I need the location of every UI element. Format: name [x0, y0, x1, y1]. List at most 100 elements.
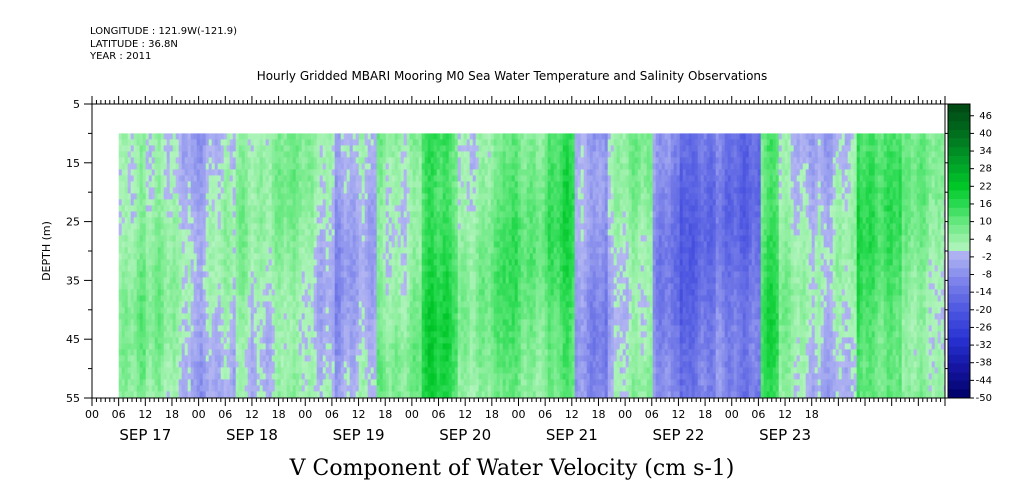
heat-cell [226, 187, 231, 194]
heat-cell [337, 349, 342, 356]
heat-cell [346, 187, 351, 194]
heat-cell [304, 307, 309, 314]
heat-cell [250, 295, 255, 302]
heat-cell [346, 169, 351, 176]
heat-cell [259, 331, 264, 338]
heat-cell [361, 319, 366, 326]
heat-cell [277, 301, 282, 308]
heat-cell [292, 175, 297, 182]
heat-cell [412, 391, 417, 398]
heat-cell [202, 199, 207, 206]
heat-cell [328, 331, 333, 338]
heat-cell [322, 241, 327, 248]
heat-cell [193, 373, 198, 380]
heat-cell [319, 385, 324, 392]
heat-cell [304, 181, 309, 188]
heat-cell [202, 181, 207, 188]
heat-cell [289, 259, 294, 266]
heat-cell [352, 211, 357, 218]
heat-cell [253, 349, 258, 356]
heat-cell [229, 247, 234, 254]
heat-cell [235, 331, 240, 338]
heat-cell [325, 331, 330, 338]
heat-cell [277, 367, 282, 374]
heat-cell [415, 229, 420, 236]
heat-cell [388, 337, 393, 344]
heat-cell [415, 283, 420, 290]
heat-cell [361, 211, 366, 218]
heat-cell [268, 343, 273, 350]
heat-cell [358, 349, 363, 356]
heat-cell [310, 145, 315, 152]
heat-cell [433, 319, 438, 326]
heat-cell [247, 367, 252, 374]
heat-cell [286, 259, 291, 266]
heat-cell [364, 355, 369, 362]
heat-cell [253, 337, 258, 344]
heat-cell [370, 271, 375, 278]
heat-cell [223, 259, 228, 266]
heat-cell [187, 301, 192, 308]
heat-cell [289, 367, 294, 374]
heat-cell [394, 247, 399, 254]
heat-cell [220, 247, 225, 254]
heat-cell [343, 145, 348, 152]
heat-cell [136, 139, 141, 146]
heat-cell [307, 187, 312, 194]
heat-cell [199, 145, 204, 152]
heat-cell [223, 385, 228, 392]
heat-cell [370, 199, 375, 206]
heat-cell [388, 151, 393, 158]
heat-cell [289, 235, 294, 242]
heat-cell [370, 181, 375, 188]
heat-cell [208, 193, 213, 200]
heat-cell [268, 391, 273, 398]
heat-cell [145, 277, 150, 284]
heat-cell [364, 373, 369, 380]
heat-cell [217, 331, 222, 338]
heat-cell [250, 343, 255, 350]
heat-cell [178, 217, 183, 224]
heat-cell [175, 229, 180, 236]
heat-cell [442, 217, 447, 224]
heat-cell [364, 145, 369, 152]
heat-cell [163, 391, 168, 398]
heat-cell [322, 253, 327, 260]
heat-cell [346, 223, 351, 230]
heat-cell [412, 133, 417, 140]
heat-cell [316, 313, 321, 320]
heat-cell [355, 163, 360, 170]
heat-cell [430, 271, 435, 278]
heat-cell [193, 331, 198, 338]
heat-cell [307, 295, 312, 302]
heat-cell [304, 175, 309, 182]
heat-cell [292, 277, 297, 284]
heat-cell [367, 307, 372, 314]
heat-cell [139, 241, 144, 248]
heat-cell [430, 259, 435, 266]
heat-cell [136, 391, 141, 398]
heat-cell [193, 325, 198, 332]
heat-cell [385, 175, 390, 182]
heat-cell [424, 211, 429, 218]
heat-cell [175, 205, 180, 212]
heat-cell [268, 307, 273, 314]
heat-cell [157, 229, 162, 236]
heat-cell [442, 319, 447, 326]
heat-cell [226, 271, 231, 278]
heat-cell [184, 247, 189, 254]
heat-cell [415, 331, 420, 338]
heat-cell [247, 139, 252, 146]
heat-cell [121, 271, 126, 278]
heat-cell [283, 271, 288, 278]
heat-cell [208, 253, 213, 260]
heat-cell [154, 313, 159, 320]
heat-cell [175, 151, 180, 158]
heat-cell [160, 373, 165, 380]
heat-cell [409, 139, 414, 146]
heat-cell [229, 367, 234, 374]
heat-cell [433, 139, 438, 146]
heat-cell [211, 349, 216, 356]
heat-cell [250, 313, 255, 320]
heat-cell [181, 355, 186, 362]
